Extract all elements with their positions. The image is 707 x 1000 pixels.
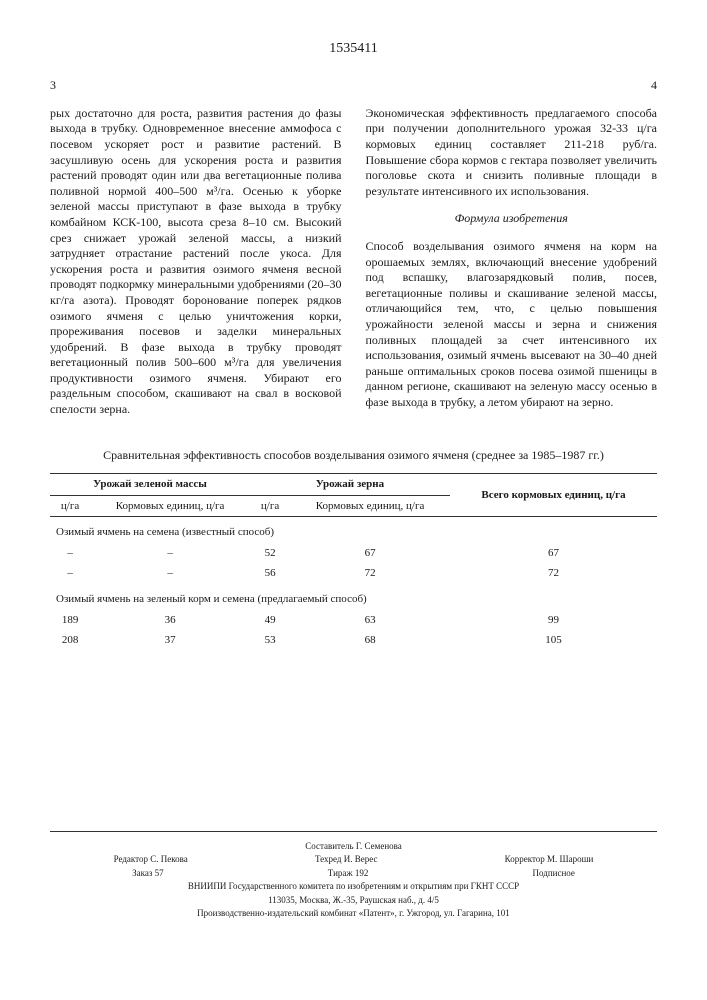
table-title: Сравнительная эффективность способов воз… — [50, 448, 657, 464]
page-marker-left: 3 — [50, 78, 56, 94]
patent-number: 1535411 — [50, 40, 657, 58]
header-green-mass: Урожай зеленой массы — [50, 474, 250, 495]
cell: 63 — [290, 610, 450, 630]
cell: – — [90, 543, 250, 563]
sub-cha-2: ц/га — [250, 495, 290, 516]
method-known-label: Озимый ячмень на семена (известный спосо… — [50, 516, 657, 543]
sub-cha-1: ц/га — [50, 495, 90, 516]
cell: 99 — [450, 610, 657, 630]
cell: 49 — [250, 610, 290, 630]
sub-feed-1: Кормовых единиц, ц/га — [90, 495, 250, 516]
cell: 68 — [290, 630, 450, 650]
formula-title: Формула изобретения — [366, 211, 658, 227]
footer-order: Заказ 57 — [132, 867, 164, 881]
cell: 67 — [290, 543, 450, 563]
method-proposed-label: Озимый ячмень на зеленый корм и семена (… — [50, 584, 657, 610]
cell: 52 — [250, 543, 290, 563]
cell: – — [50, 543, 90, 563]
comparison-table: Урожай зеленой массы Урожай зерна Всего … — [50, 473, 657, 650]
footer-address2: Производственно-издательский комбинат «П… — [50, 907, 657, 921]
cell: – — [50, 563, 90, 583]
table-row: 208 37 53 68 105 — [50, 630, 657, 650]
column-left: рых достаточно для роста, развития расте… — [50, 106, 342, 418]
header-total: Всего кормовых единиц, ц/га — [450, 474, 657, 517]
cell: 67 — [450, 543, 657, 563]
cell: 105 — [450, 630, 657, 650]
footer-corrector: Корректор М. Шароши — [505, 853, 594, 867]
table-row: 189 36 49 63 99 — [50, 610, 657, 630]
footer-credits-row: Редактор С. Пекова Техред И. Верес Корре… — [50, 853, 657, 867]
cell: 36 — [90, 610, 250, 630]
footer-vniipi: ВНИИПИ Государственного комитета по изоб… — [50, 880, 657, 894]
method-known-text: Озимый ячмень на семена (известный спосо… — [50, 516, 657, 543]
text-columns: рых достаточно для роста, развития расте… — [50, 106, 657, 418]
page-markers: 3 4 — [50, 78, 657, 94]
right-para-1: Экономическая эффективность предлагаемог… — [366, 106, 658, 200]
cell: 72 — [450, 563, 657, 583]
cell: – — [90, 563, 250, 583]
footer-address1: 113035, Москва, Ж.-35, Раушская наб., д.… — [50, 894, 657, 908]
footer-order-row: Заказ 57 Тираж 192 Подписное — [50, 867, 657, 881]
footer-editor: Редактор С. Пекова — [114, 853, 188, 867]
right-para-2: Способ возделывания озимого ячменя на ко… — [366, 239, 658, 411]
cell: 189 — [50, 610, 90, 630]
cell: 56 — [250, 563, 290, 583]
method-proposed-text: Озимый ячмень на зеленый корм и семена (… — [50, 584, 657, 610]
table-row: – – 56 72 72 — [50, 563, 657, 583]
sub-feed-2: Кормовых единиц, ц/га — [290, 495, 450, 516]
page-marker-right: 4 — [651, 78, 657, 94]
cell: 72 — [290, 563, 450, 583]
footer-subscription: Подписное — [533, 867, 575, 881]
footer-tehred: Техред И. Верес — [315, 853, 377, 867]
footer-tirage: Тираж 192 — [328, 867, 369, 881]
table-row: – – 52 67 67 — [50, 543, 657, 563]
column-right: Экономическая эффективность предлагаемог… — [366, 106, 658, 418]
header-grain: Урожай зерна — [250, 474, 450, 495]
cell: 37 — [90, 630, 250, 650]
table-header-row-1: Урожай зеленой массы Урожай зерна Всего … — [50, 474, 657, 495]
footer: Составитель Г. Семенова Редактор С. Пеко… — [50, 831, 657, 921]
cell: 208 — [50, 630, 90, 650]
footer-compiler: Составитель Г. Семенова — [50, 840, 657, 854]
cell: 53 — [250, 630, 290, 650]
